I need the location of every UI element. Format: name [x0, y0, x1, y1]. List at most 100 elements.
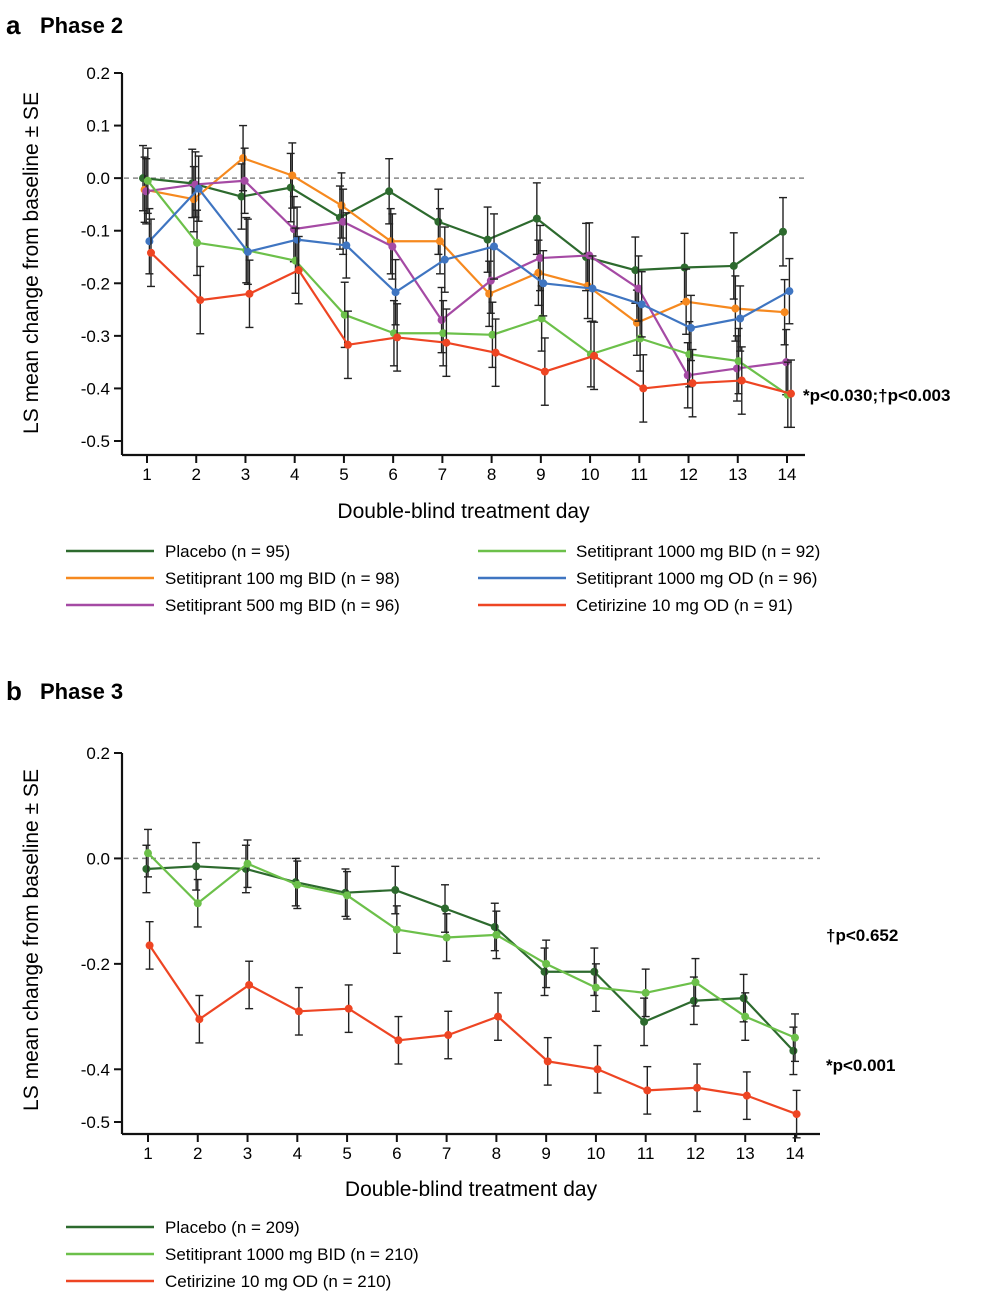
x-tick-label: 4 [293, 1144, 302, 1163]
data-point [543, 1057, 552, 1066]
x-tick-label: 11 [630, 465, 648, 484]
data-point [490, 922, 499, 931]
legend-label: Placebo (n = 95) [165, 542, 290, 561]
significance-annotation: †p<0.652 [826, 926, 898, 945]
data-point [196, 296, 205, 305]
x-tick-label: 10 [581, 465, 600, 484]
series-line [146, 180, 789, 396]
series-1 [144, 828, 799, 1063]
x-tick-label: 13 [728, 465, 747, 484]
y-tick-label: -0.4 [81, 379, 110, 398]
data-point [491, 348, 500, 357]
series-line [148, 187, 790, 330]
data-point [343, 340, 352, 349]
data-point [142, 187, 151, 196]
data-point [787, 389, 795, 398]
x-tick-label: 10 [586, 1144, 605, 1163]
legend-label: Setitiprant 500 mg BID (n = 96) [165, 596, 400, 615]
x-tick-label: 14 [786, 1144, 805, 1163]
data-point [340, 310, 349, 319]
data-point [540, 967, 549, 976]
chart-phase-2: 0.20.10.0-0.1-0.2-0.3-0.4-0.51 2 3 4 5 6 7 8 9 10… [20, 64, 950, 615]
data-point [593, 1065, 602, 1074]
data-point [394, 1036, 403, 1045]
x-tick-label: 2 [193, 1144, 202, 1163]
y-tick-label: -0.4 [81, 1060, 110, 1079]
x-axis-label: Double-blind treatment day [337, 500, 590, 523]
x-tick-label: 5 [339, 465, 348, 484]
data-point [444, 1031, 453, 1040]
data-point [337, 201, 346, 210]
x-tick-label: 3 [241, 465, 250, 484]
data-point [688, 379, 697, 388]
data-point [245, 289, 254, 298]
y-tick-label: -0.2 [81, 955, 110, 974]
data-point [440, 255, 449, 264]
y-tick-label: 0.0 [86, 169, 110, 188]
legend-label: Setitiprant 1000 mg BID (n = 210) [165, 1245, 419, 1264]
data-point [483, 235, 492, 244]
data-point [542, 959, 551, 968]
data-point [288, 171, 297, 180]
y-tick-label: -0.5 [81, 1113, 110, 1132]
data-point [294, 266, 303, 275]
y-axis-label: LS mean change from baseline ± SE [20, 769, 43, 1111]
y-tick-label: -0.5 [81, 432, 110, 451]
y-axis-label: LS mean change from baseline ± SE [20, 92, 43, 434]
data-point [591, 983, 600, 992]
data-point [683, 371, 692, 380]
data-point [243, 859, 252, 868]
data-point [732, 364, 741, 373]
data-point [636, 334, 645, 343]
series-line [144, 157, 785, 324]
data-point [729, 261, 738, 270]
data-point [441, 904, 450, 913]
data-point [294, 1007, 303, 1016]
data-point [339, 217, 348, 226]
data-point [293, 880, 302, 889]
series-line [146, 865, 795, 1052]
data-point [691, 978, 700, 987]
x-tick-label: 12 [679, 465, 698, 484]
data-point [145, 941, 154, 950]
data-point [689, 996, 698, 1005]
chart-phase-3: 0.20.0-0.2-0.4-0.51 2 3 4 5 6 7 8 9 10 11 12 13 14LS … [20, 744, 898, 1291]
x-tick-label: 5 [342, 1144, 351, 1163]
legend-label: Cetirizine 10 mg OD (n = 91) [576, 596, 793, 615]
data-point [391, 288, 400, 297]
data-point [143, 176, 152, 185]
data-point [240, 176, 249, 185]
legend-label: Setitiprant 1000 mg OD (n = 96) [576, 569, 817, 588]
data-point [631, 266, 640, 275]
data-point [536, 254, 545, 263]
data-point [590, 967, 599, 976]
x-tick-label: 8 [487, 465, 496, 484]
series-line [147, 852, 796, 1039]
x-tick-label: 9 [541, 1144, 550, 1163]
data-point [388, 242, 397, 251]
legend-label: Setitiprant 1000 mg BID (n = 92) [576, 542, 820, 561]
data-point [791, 1033, 799, 1042]
data-point [145, 237, 154, 246]
x-tick-label: 4 [290, 465, 299, 484]
data-point [342, 241, 351, 250]
data-point [532, 214, 541, 223]
series-2 [145, 920, 801, 1139]
data-point [588, 284, 597, 293]
data-point [193, 238, 202, 247]
x-tick-label: 1 [142, 465, 151, 484]
x-tick-label: 9 [536, 465, 545, 484]
data-point [590, 351, 599, 360]
data-point [640, 1017, 649, 1026]
data-point [439, 329, 448, 338]
x-tick-label: 12 [686, 1144, 705, 1163]
data-point [682, 297, 691, 306]
y-tick-label: -0.1 [81, 222, 110, 241]
data-point [731, 304, 740, 313]
data-point [741, 1012, 750, 1021]
data-point [780, 308, 789, 317]
x-tick-label: 6 [392, 1144, 401, 1163]
series-5 [147, 218, 795, 429]
data-point [142, 864, 151, 873]
